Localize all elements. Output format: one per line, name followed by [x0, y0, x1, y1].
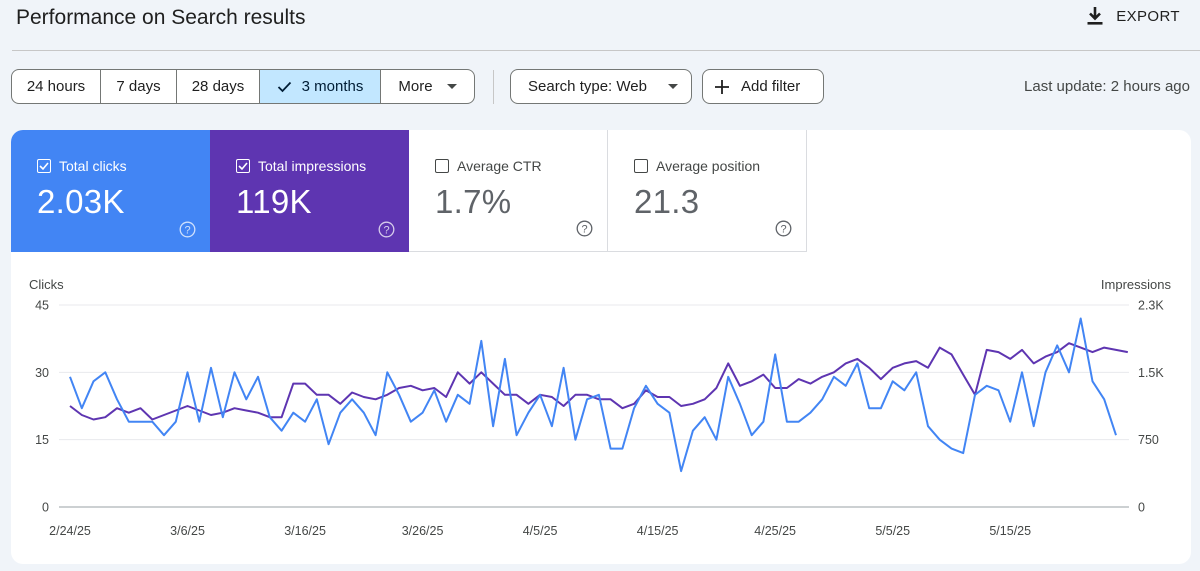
help-icon[interactable]: ?: [378, 221, 395, 238]
metric-label-row: Total impressions: [236, 157, 409, 175]
right-tick-label: 2.3K: [1138, 299, 1164, 313]
metric-label-row: Average position: [634, 157, 806, 175]
metric-total-impressions[interactable]: Total impressions 119K ?: [210, 130, 409, 252]
help-icon[interactable]: ?: [576, 220, 593, 237]
checkbox-checked-icon: [236, 159, 250, 173]
range-7-days[interactable]: 7 days: [101, 70, 177, 103]
check-icon: [277, 81, 291, 92]
left-tick-label: 30: [35, 366, 49, 380]
left-axis-title: Clicks: [29, 277, 64, 292]
checkbox-checked-icon: [37, 159, 51, 173]
range-24-hours[interactable]: 24 hours: [12, 70, 101, 103]
checkbox-unchecked-icon: [435, 159, 449, 173]
export-label: EXPORT: [1116, 7, 1180, 25]
page-header: Performance on Search results EXPORT: [0, 0, 1200, 50]
download-icon: [1087, 7, 1103, 25]
series-line-clicks: [69, 317, 1117, 473]
svg-text:?: ?: [184, 225, 190, 237]
left-tick-label: 0: [42, 501, 49, 515]
left-tick-label: 15: [35, 433, 49, 447]
metric-label: Total clicks: [59, 158, 127, 174]
right-tick-label: 750: [1138, 433, 1159, 447]
left-tick-label: 45: [35, 299, 49, 313]
add-filter-button[interactable]: Add filter: [702, 69, 824, 104]
metric-value: 21.3: [634, 183, 700, 220]
svg-text:?: ?: [581, 224, 587, 236]
range-label: 24 hours: [26, 78, 86, 95]
metric-label: Total impressions: [258, 158, 367, 174]
page-title: Performance on Search results: [16, 6, 306, 29]
right-tick-label: 1.5K: [1138, 366, 1164, 380]
x-tick-label: 2/24/25: [49, 524, 91, 538]
metric-label-row: Average CTR: [435, 157, 607, 175]
export-button[interactable]: EXPORT: [1086, 6, 1180, 26]
x-tick-label: 4/5/25: [523, 524, 558, 538]
header-divider: [12, 50, 1200, 51]
x-tick-label: 3/16/25: [284, 524, 326, 538]
range-28-days[interactable]: 28 days: [177, 70, 260, 103]
last-update-text: Last update: 2 hours ago: [1024, 78, 1190, 95]
svg-text:?: ?: [780, 224, 786, 236]
filter-toolbar: 24 hours 7 days 28 days 3 months More Se…: [0, 68, 1200, 106]
search-type-dropdown[interactable]: Search type: Web: [510, 69, 692, 104]
metric-label: Average CTR: [457, 158, 542, 174]
metric-average-ctr[interactable]: Average CTR 1.7% ?: [409, 130, 608, 252]
metric-value: 119K: [236, 183, 312, 220]
metric-value: 2.03K: [37, 183, 125, 220]
metric-average-position[interactable]: Average position 21.3 ?: [608, 130, 807, 252]
checkbox-unchecked-icon: [634, 159, 648, 173]
series-line-impressions: [69, 342, 1128, 421]
x-tick-label: 3/26/25: [402, 524, 444, 538]
svg-text:?: ?: [383, 225, 389, 237]
add-filter-label: Add filter: [741, 78, 801, 95]
metric-label-row: Total clicks: [37, 157, 210, 175]
caret-down-icon: [668, 84, 678, 89]
help-icon[interactable]: ?: [775, 220, 792, 237]
help-icon[interactable]: ?: [179, 221, 196, 238]
range-3-months[interactable]: 3 months: [260, 70, 381, 103]
range-more-dropdown[interactable]: More: [381, 70, 474, 103]
right-tick-label: 0: [1138, 501, 1145, 515]
plus-icon: [715, 79, 729, 94]
search-type-label: Search type: Web: [528, 78, 647, 95]
metric-total-clicks[interactable]: Total clicks 2.03K ?: [11, 130, 210, 252]
metric-value: 1.7%: [435, 183, 512, 220]
range-label: 28 days: [191, 78, 245, 95]
x-tick-label: 5/5/25: [875, 524, 910, 538]
range-label: 3 months: [301, 78, 364, 95]
date-range-selector: 24 hours 7 days 28 days 3 months More: [11, 69, 475, 104]
caret-down-icon: [446, 84, 457, 89]
range-label: 7 days: [116, 78, 161, 95]
more-label: More: [398, 78, 433, 95]
right-axis-title: Impressions: [1101, 277, 1172, 292]
x-tick-label: 5/15/25: [989, 524, 1031, 538]
metric-label: Average position: [656, 158, 761, 174]
toolbar-divider: [493, 70, 494, 104]
x-tick-label: 4/25/25: [754, 524, 796, 538]
performance-card: Total clicks 2.03K ? Total impressions 1…: [11, 130, 1191, 564]
x-tick-label: 4/15/25: [637, 524, 679, 538]
x-tick-label: 3/6/25: [170, 524, 205, 538]
